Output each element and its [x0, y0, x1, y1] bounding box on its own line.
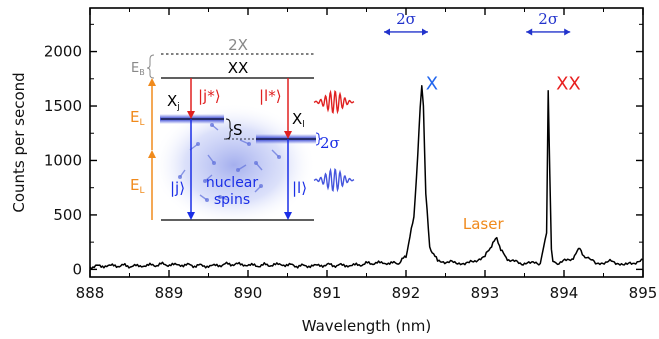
x-tick-label: 889 — [155, 284, 184, 302]
y-tick-label: 1000 — [44, 151, 82, 169]
state-j-star-label: |j*⟩ — [198, 87, 221, 105]
x-tick-label: 895 — [629, 284, 658, 302]
y-axis-title: Counts per second — [10, 72, 28, 212]
nuclear-spin-dot — [277, 155, 281, 159]
linewidth-arrow-left — [384, 28, 390, 36]
energy-level-inset: 2X XX EB Xj Xl S 2σ EL EL |j*⟩ |l*⟩ |j⟩ |l⟩ nuclearsp… — [130, 36, 355, 227]
laser-energy-label-lower: EL — [130, 176, 145, 196]
nuclear-spin-dot — [212, 161, 216, 165]
laser-energy-label-upper: EL — [130, 108, 145, 128]
linewidth-arrow-left — [526, 28, 533, 36]
binding-energy-label: EB — [131, 61, 145, 77]
peak-label: X — [426, 74, 438, 95]
y-tick-label: 2000 — [44, 43, 82, 61]
y-tick-label: 0 — [72, 260, 82, 278]
peak-label: Laser — [463, 215, 505, 233]
nuclear-spin-dot — [218, 195, 222, 199]
series-group — [89, 85, 644, 270]
exciton-j-label: Xj — [167, 92, 180, 112]
photon-packet-blue — [313, 167, 355, 193]
laser-arrow-upper-head — [148, 78, 156, 86]
nuclear-spin-dot — [236, 168, 240, 172]
level-2x-label: 2X — [228, 36, 248, 54]
splitting-label: S — [233, 121, 243, 139]
linewidth-indicator: 2σ — [384, 10, 428, 36]
nuclear-spin-dot — [205, 198, 209, 202]
nuclear-spin-dot — [178, 175, 182, 179]
exciton-l-label: Xl — [292, 110, 305, 130]
series-line — [89, 85, 644, 270]
inset-width-brace — [315, 132, 322, 146]
state-j-label: |j⟩ — [170, 179, 185, 197]
emission-arrow-j-head — [187, 212, 195, 220]
nuclear-spin-dot — [196, 142, 200, 146]
emission-arrow-l-head — [284, 212, 292, 220]
y-tick-label: 1500 — [44, 97, 82, 115]
x-tick-label: 888 — [76, 284, 105, 302]
linewidth-arrow-right — [422, 28, 428, 36]
axes: 888 889 890 891 892 893 894 895 0 500 1000 1500 2000… — [10, 7, 658, 335]
linewidth-arrow-right — [564, 28, 571, 36]
peak-label: XX — [556, 74, 581, 95]
inset-width-label: 2σ — [320, 134, 340, 152]
y-tick-label: 500 — [53, 206, 82, 224]
x-tick-label: 894 — [550, 284, 579, 302]
level-xx-label: XX — [228, 59, 249, 77]
nuclear-spins-label-line2: spins — [214, 192, 250, 208]
x-tick-label: 890 — [234, 284, 263, 302]
state-l-label: |l⟩ — [292, 179, 307, 197]
nuclear-spin-dot — [247, 142, 251, 146]
laser-arrow-lower-head — [148, 150, 156, 158]
x-tick-label: 893 — [471, 284, 500, 302]
state-l-star-label: |l*⟩ — [259, 87, 282, 105]
nuclear-spin-dot — [203, 179, 207, 183]
x-tick-label: 891 — [313, 284, 342, 302]
emission-arrow-l-star-head — [284, 131, 292, 139]
emission-arrow-j-star-head — [187, 111, 195, 119]
x-axis-title: Wavelength (nm) — [302, 317, 432, 335]
nuclear-spins-label-line1: nuclear — [206, 175, 259, 191]
nuclear-spin-dot — [254, 161, 258, 165]
nuclear-spin-dot — [259, 184, 263, 188]
linewidth-indicator: 2σ — [526, 10, 571, 36]
linewidth-label: 2σ — [538, 10, 558, 28]
linewidth-label: 2σ — [396, 10, 416, 28]
splitting-brace — [225, 118, 234, 140]
photon-packet-red — [313, 89, 355, 115]
binding-energy-brace — [146, 54, 155, 79]
x-tick-label: 892 — [392, 284, 421, 302]
